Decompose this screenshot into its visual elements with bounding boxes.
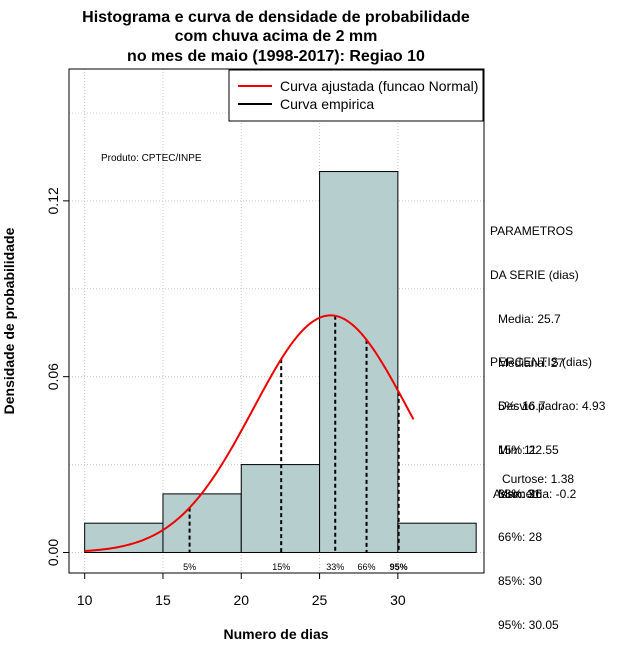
chart-title-line-2: com chuva acima de 2 mm [175,28,378,45]
stat-desvio: Desvio padrao: 4.93 [498,399,606,414]
x-axis-label: Numero de dias [223,626,328,642]
stat-mediana: Mediana: 27 [498,355,565,370]
axes: 10 15 20 25 30 0.00 0.06 0.12 [45,187,406,608]
percentis-block: PERCENTIS (dias) 5%: 16.7 15%: 22.55 33%… [490,326,592,647]
pct-5: 5%: 16.7 [498,398,546,413]
normal-curve-line [84,314,415,552]
product-annotation: Produto: CPTEC/INPE [101,153,202,164]
chart-title: Histograma e curva de densidade de proba… [82,9,470,65]
legend: Curva ajustada (funcao Normal) Curva emp… [228,69,484,122]
x-tick-label-25: 25 [312,592,328,608]
percentile-label-5: 5% [183,562,196,572]
chart-title-line-3: no mes de maio (1998-2017): Regiao 10 [127,48,425,65]
pct-85: 85%: 30 [498,574,543,589]
y-tick-label-2: 0.12 [45,187,61,214]
pct-95: 95%: 30.05 [498,617,559,632]
histogram-bar-4 [319,171,399,553]
legend-label-fit: Curva ajustada (funcao Normal) [280,78,478,94]
pct-66: 66%: 28 [498,530,543,545]
assimetria: Assimetria: -0.2 [493,487,577,501]
plot-frame [68,68,485,574]
histogram-bar-2 [162,493,242,553]
percentile-label-66: 66% [358,562,376,572]
legend-label-empirical: Curva empirica [280,96,374,112]
params-block: PARAMETROS DA SERIE (dias) Media: 25.7 M… [490,195,605,516]
x-tick-label-15: 15 [155,592,171,608]
x-tick-label-30: 30 [390,592,406,608]
pct-15: 15%: 22.55 [498,442,559,457]
stat-min: Min: 11 [498,443,537,458]
histogram-bar-5 [397,522,477,553]
params-title-1: PARAMETROS [490,224,574,239]
y-tick-label-1: 0.06 [45,363,61,390]
histogram-bar-1 [84,522,164,553]
chart-title-line-1: Histograma e curva de densidade de proba… [82,9,470,26]
pct-33: 33%: 26 [498,486,543,501]
percentile-label-95: 95% [390,562,408,572]
stat-max: Max: 31 [498,486,541,501]
params-title-2: DA SERIE (dias) [490,267,579,282]
percentile-markers: 5% 15% 33% 66% 95% [183,315,408,572]
legend-box [228,69,484,122]
y-tick-label-0: 0.00 [45,539,61,566]
x-tick-label-20: 20 [233,592,249,608]
percentis-title: PERCENTIS (dias) [490,355,593,370]
y-axis-label: Densidade de probabilidade [1,227,17,414]
percentile-label-33: 33% [326,562,344,572]
percentile-label-15: 15% [272,562,290,572]
normal-curve [84,314,415,552]
curtose: Curtose: 1.38 [502,472,575,486]
x-tick-label-10: 10 [77,592,93,608]
stat-media: Media: 25.7 [498,311,561,326]
